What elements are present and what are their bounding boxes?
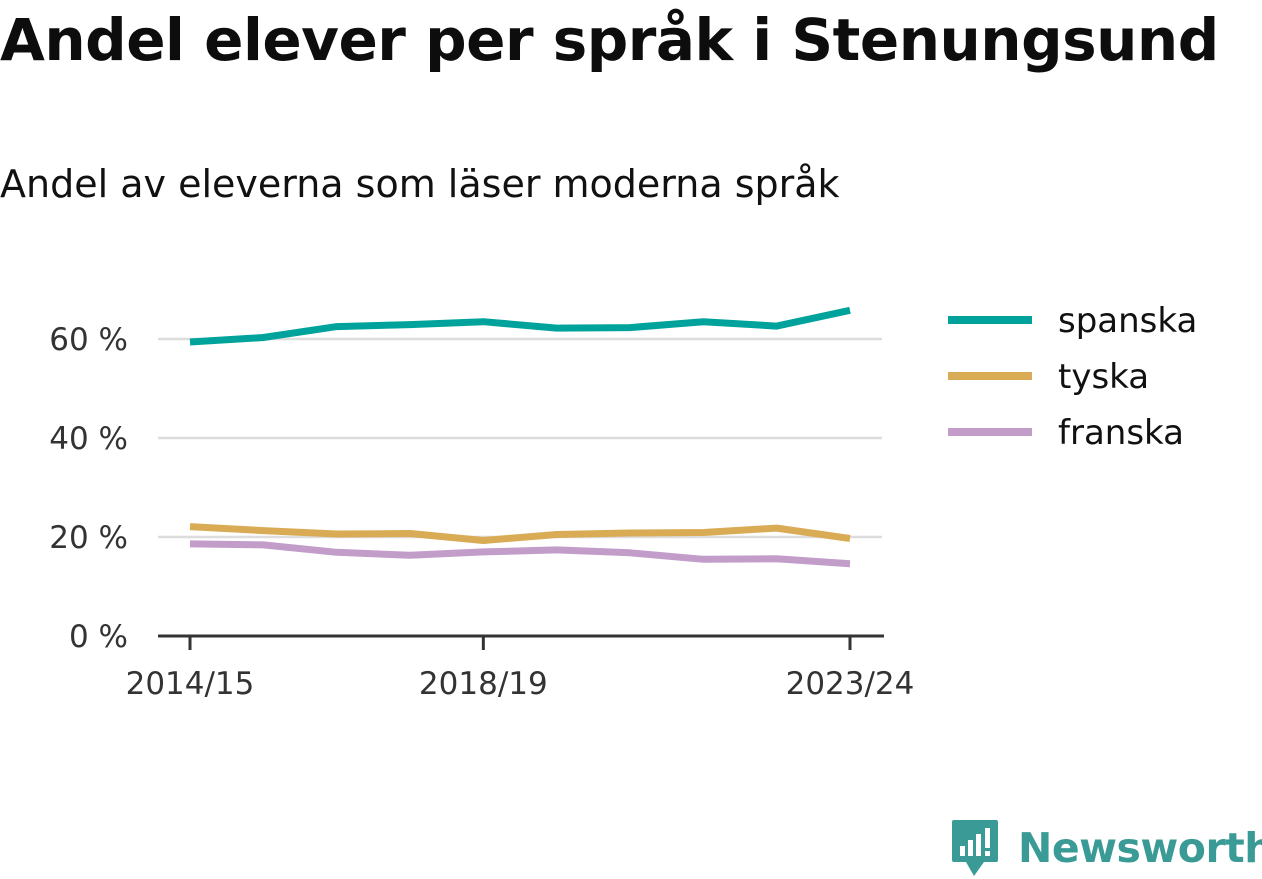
newsworthy-logo-icon [952, 820, 998, 876]
legend: spanska tyska franska [948, 301, 1197, 453]
x-tick-label: 2014/15 [126, 666, 255, 702]
legend-label-spanska: spanska [1058, 301, 1197, 341]
y-tick-label: 0 % [69, 619, 128, 655]
legend-label-franska: franska [1058, 413, 1184, 453]
series-line-tyska [189, 523, 851, 544]
x-tick-label: 2018/19 [419, 666, 548, 702]
y-tick-label: 60 % [49, 322, 128, 358]
series-line-spanska [189, 306, 851, 346]
brand-name: Newsworthy [1018, 824, 1262, 872]
y-tick-label: 40 % [49, 421, 128, 457]
legend-label-tyska: tyska [1058, 357, 1149, 397]
gridlines [158, 337, 882, 539]
series-line-franska [189, 540, 851, 568]
chart-title: Andel elever per språk i Stenungsund [0, 6, 1219, 74]
brand-logo: Newsworthy [950, 818, 1262, 878]
x-tick-label: 2023/24 [786, 666, 915, 702]
x-axis: 2014/15 2018/19 2023/24 [126, 634, 915, 702]
chart-subtitle: Andel av eleverna som läser moderna språ… [0, 162, 840, 206]
series-lines [189, 306, 851, 568]
y-tick-label: 20 % [49, 520, 128, 556]
y-axis-ticks: 0 % 20 % 40 % 60 % [49, 322, 128, 655]
